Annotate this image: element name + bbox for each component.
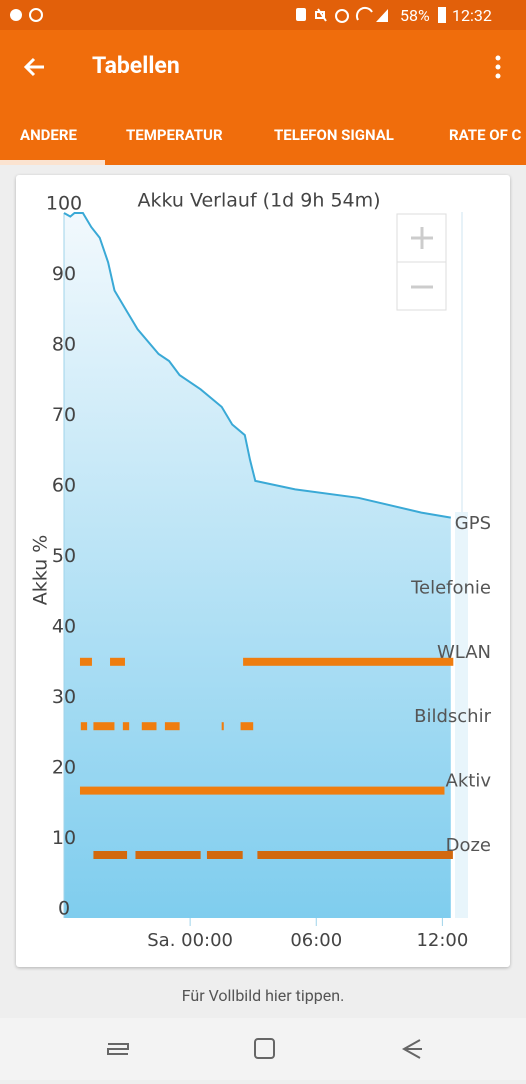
lane-segment <box>240 722 254 731</box>
lane-segment <box>141 722 157 731</box>
y-tick-label: 60 <box>52 475 76 497</box>
zoom-in[interactable] <box>411 227 433 249</box>
y-tick-label: 0 <box>58 898 70 920</box>
tab[interactable]: TELEFON SIGNAL <box>274 126 394 144</box>
battery-icon <box>438 7 446 23</box>
notification-icons <box>10 8 43 22</box>
lane-label: Telefonie <box>410 577 491 598</box>
lane-label: GPS <box>455 513 491 534</box>
tab[interactable]: TEMPERATUR <box>126 126 223 144</box>
system-icons <box>296 6 388 23</box>
lane-segment <box>243 657 454 666</box>
app-bar: Tabellen <box>0 30 526 105</box>
clock: 12:32 <box>452 6 492 25</box>
fullscreen-hint[interactable]: Für Vollbild hier tippen. <box>181 986 345 1005</box>
lane-segment <box>164 722 180 731</box>
tab[interactable]: RATE OF C <box>449 126 522 144</box>
lane-segment <box>79 786 445 795</box>
y-tick-label: 20 <box>52 757 76 779</box>
lane-segment <box>206 851 243 859</box>
lane-segment <box>93 851 128 859</box>
navigation-bar <box>0 1018 526 1080</box>
y-tick-label: 30 <box>52 686 76 708</box>
right-axis <box>455 212 468 918</box>
recent-apps[interactable] <box>107 1043 129 1055</box>
battery-percent: 58% <box>400 6 430 25</box>
x-tick-label: 06:00 <box>290 930 342 951</box>
chart-card[interactable]: Akku Verlauf (1d 9h 54m) Akku % GPS Telef… <box>16 175 510 967</box>
y-tick-label: 80 <box>52 334 76 356</box>
y-tick-label: 70 <box>52 404 76 426</box>
lane-segment <box>122 722 130 731</box>
y-axis-label: Akku % <box>30 535 52 606</box>
back-button[interactable] <box>16 47 56 87</box>
nav-buttons <box>107 1038 422 1059</box>
lane-segment <box>93 722 115 731</box>
x-tick-label: Sa. 00:00 <box>147 930 233 951</box>
home[interactable] <box>254 1038 275 1059</box>
lane-segment <box>110 657 125 666</box>
back[interactable] <box>401 1039 422 1059</box>
lane-label: Aktiv <box>446 771 492 792</box>
y-tick-label: 10 <box>52 827 76 849</box>
tab-indicator <box>0 160 105 165</box>
tab-bar: ANDERE TEMPERATUR TELEFON SIGNAL RATE OF… <box>0 105 526 165</box>
zoom-controls <box>396 213 447 311</box>
lane-label: Bildschir <box>414 706 491 727</box>
x-tick-label: 12:00 <box>416 930 468 951</box>
app-title: Tabellen <box>92 52 180 79</box>
lane-segment <box>221 722 224 731</box>
y-tick-label: 90 <box>52 263 76 285</box>
tab[interactable]: ANDERE <box>20 126 77 144</box>
lane-label: WLAN <box>437 642 491 663</box>
battery-line <box>63 212 451 519</box>
status-bar: 58% 12:32 <box>0 0 526 30</box>
lane-segment <box>257 851 453 859</box>
y-tick-label: 100 <box>46 193 82 215</box>
chart: Akku Verlauf (1d 9h 54m) Akku % GPS Telef… <box>30 190 492 952</box>
menu-button[interactable] <box>488 47 508 87</box>
lane-segment <box>135 851 201 859</box>
y-tick-label: 50 <box>52 545 76 567</box>
lane-segment <box>79 657 92 666</box>
area-fill <box>64 213 451 918</box>
lane-label: Doze <box>446 835 491 856</box>
y-tick-label: 40 <box>52 616 76 638</box>
chart-title: Akku Verlauf (1d 9h 54m) <box>137 190 380 212</box>
lane-segment <box>80 722 88 731</box>
